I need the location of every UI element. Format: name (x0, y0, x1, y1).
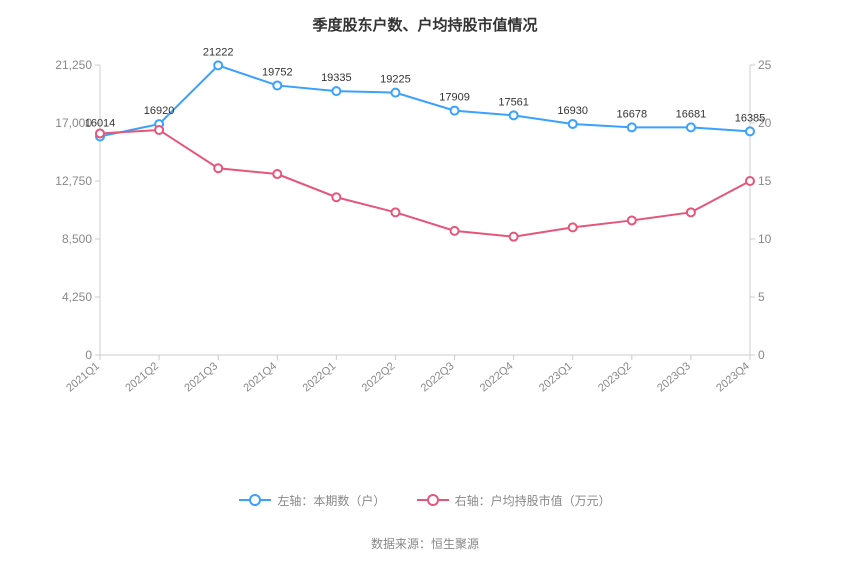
chart-svg: 04,2508,50012,75017,00021,25005101520252… (40, 45, 810, 445)
svg-text:2023Q2: 2023Q2 (596, 360, 634, 394)
svg-text:16014: 16014 (85, 117, 116, 129)
legend-label-right: 右轴：户均持股市值（万元） (455, 492, 611, 509)
svg-text:2021Q4: 2021Q4 (241, 360, 279, 394)
chart-plot-area: 04,2508,50012,75017,00021,25005101520252… (40, 45, 810, 445)
data-source-label: 数据来源：恒生聚源 (0, 535, 850, 552)
legend-item-right: 右轴：户均持股市值（万元） (417, 492, 611, 509)
svg-text:21222: 21222 (203, 46, 234, 58)
svg-text:0: 0 (758, 348, 765, 362)
svg-text:8,500: 8,500 (62, 232, 92, 246)
svg-text:2022Q1: 2022Q1 (301, 360, 339, 394)
legend-label-left: 左轴：本期数（户） (277, 492, 385, 509)
svg-text:16920: 16920 (144, 105, 175, 117)
svg-text:17909: 17909 (439, 92, 470, 104)
svg-text:2022Q3: 2022Q3 (419, 360, 457, 394)
svg-text:16678: 16678 (617, 108, 648, 120)
svg-text:19752: 19752 (262, 66, 293, 78)
svg-text:2022Q4: 2022Q4 (478, 360, 516, 394)
svg-text:17561: 17561 (498, 96, 529, 108)
svg-text:16385: 16385 (735, 112, 766, 124)
svg-text:2023Q1: 2023Q1 (537, 360, 575, 394)
svg-text:16681: 16681 (676, 108, 707, 120)
chart-container: 季度股东户数、户均持股市值情况 04,2508,50012,75017,0002… (0, 0, 850, 575)
svg-text:21,250: 21,250 (55, 58, 92, 72)
chart-legend: 左轴：本期数（户） 右轴：户均持股市值（万元） (0, 490, 850, 509)
chart-title: 季度股东户数、户均持股市值情况 (0, 0, 850, 35)
svg-text:4,250: 4,250 (62, 290, 92, 304)
svg-text:0: 0 (85, 348, 92, 362)
svg-text:19335: 19335 (321, 72, 352, 84)
svg-text:2021Q2: 2021Q2 (123, 360, 161, 394)
svg-text:15: 15 (758, 174, 772, 188)
legend-swatch-left (239, 494, 271, 506)
svg-text:5: 5 (758, 290, 765, 304)
svg-text:2023Q3: 2023Q3 (655, 360, 693, 394)
svg-text:2021Q1: 2021Q1 (64, 360, 102, 394)
svg-text:2021Q3: 2021Q3 (182, 360, 220, 394)
svg-text:25: 25 (758, 58, 772, 72)
svg-text:12,750: 12,750 (55, 174, 92, 188)
svg-text:19225: 19225 (380, 74, 411, 86)
legend-swatch-right (417, 494, 449, 506)
svg-text:10: 10 (758, 232, 772, 246)
legend-item-left: 左轴：本期数（户） (239, 492, 385, 509)
svg-text:2023Q4: 2023Q4 (714, 360, 752, 394)
svg-text:16930: 16930 (557, 105, 588, 117)
svg-text:2022Q2: 2022Q2 (360, 360, 398, 394)
